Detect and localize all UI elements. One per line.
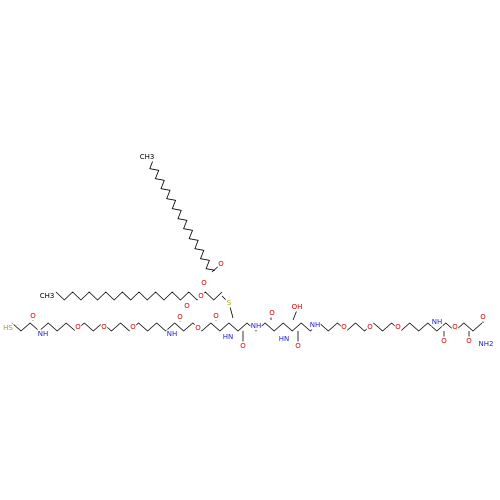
label-bg — [74, 322, 82, 332]
atom-label: CH3 — [140, 153, 155, 161]
atom-label: NH — [167, 330, 178, 338]
bond — [149, 160, 216, 271]
label-bg — [268, 308, 276, 318]
label-bg — [194, 323, 202, 333]
atom-label: HS — [3, 324, 13, 332]
atom-label: O — [101, 323, 107, 331]
label-bg — [394, 322, 402, 332]
label-bg — [37, 329, 49, 339]
label-bg — [478, 339, 494, 349]
label-bg — [217, 259, 225, 269]
atom-label: O — [184, 302, 190, 310]
atom-label: NH2 — [479, 340, 494, 348]
atom-label: O — [341, 323, 347, 331]
label-bg — [100, 322, 108, 332]
label-bg — [440, 336, 448, 346]
atom-label: O — [130, 323, 136, 331]
atom-label: O — [367, 323, 373, 331]
atom-label: O — [201, 279, 207, 287]
label-bg — [250, 321, 262, 331]
label-bg — [340, 322, 348, 332]
label-bg — [139, 152, 155, 162]
atom-label: OH — [292, 303, 303, 311]
atom-label: O — [213, 312, 219, 320]
atom-label: O — [218, 260, 224, 268]
atom-label: O — [269, 309, 275, 317]
atom-label: O — [395, 323, 401, 331]
label-bg — [183, 301, 191, 311]
atom-label: O — [295, 342, 301, 350]
label-bg — [239, 341, 247, 351]
atom-label: CH3 — [40, 292, 55, 300]
label-bg — [278, 334, 290, 344]
label-bg — [366, 322, 374, 332]
label-bg — [129, 322, 137, 332]
label-bg — [200, 278, 208, 288]
label-bg — [212, 311, 220, 321]
bond — [11, 322, 483, 332]
label-bg — [29, 311, 37, 321]
label-bg — [451, 322, 459, 332]
label-bg — [225, 298, 233, 308]
label-bg — [291, 302, 303, 312]
atom-label: O — [480, 313, 486, 321]
label-bg — [2, 323, 14, 333]
label-bg — [479, 312, 487, 322]
bond — [292, 309, 298, 321]
atom-label: NH — [310, 321, 321, 329]
atom-label: NH — [432, 318, 443, 326]
atom-label: NH — [38, 330, 49, 338]
atom-label: S — [227, 299, 232, 307]
label-bg — [294, 341, 302, 351]
atom-label: O — [177, 313, 183, 321]
label-bg — [176, 312, 184, 322]
label-bg — [222, 332, 234, 342]
label-bg — [431, 317, 443, 327]
atom-label: O — [198, 292, 204, 300]
bond — [55, 291, 223, 301]
atom-label: O — [452, 323, 458, 331]
label-bg — [39, 291, 55, 301]
atom-label: O — [240, 342, 246, 350]
bonds — [11, 160, 484, 345]
atom-label: O — [75, 323, 81, 331]
atom-label: O — [195, 324, 201, 332]
label-bg — [166, 329, 178, 339]
atom-label: O — [441, 337, 447, 345]
atom-label: HN — [279, 335, 290, 343]
label-bg — [465, 336, 473, 346]
atom-label: NH — [251, 322, 262, 330]
atom-label: O — [466, 337, 472, 345]
atom-label: HN — [223, 333, 234, 341]
label-bg — [309, 320, 321, 330]
atom-label: O — [30, 312, 36, 320]
label-bg — [197, 291, 205, 301]
